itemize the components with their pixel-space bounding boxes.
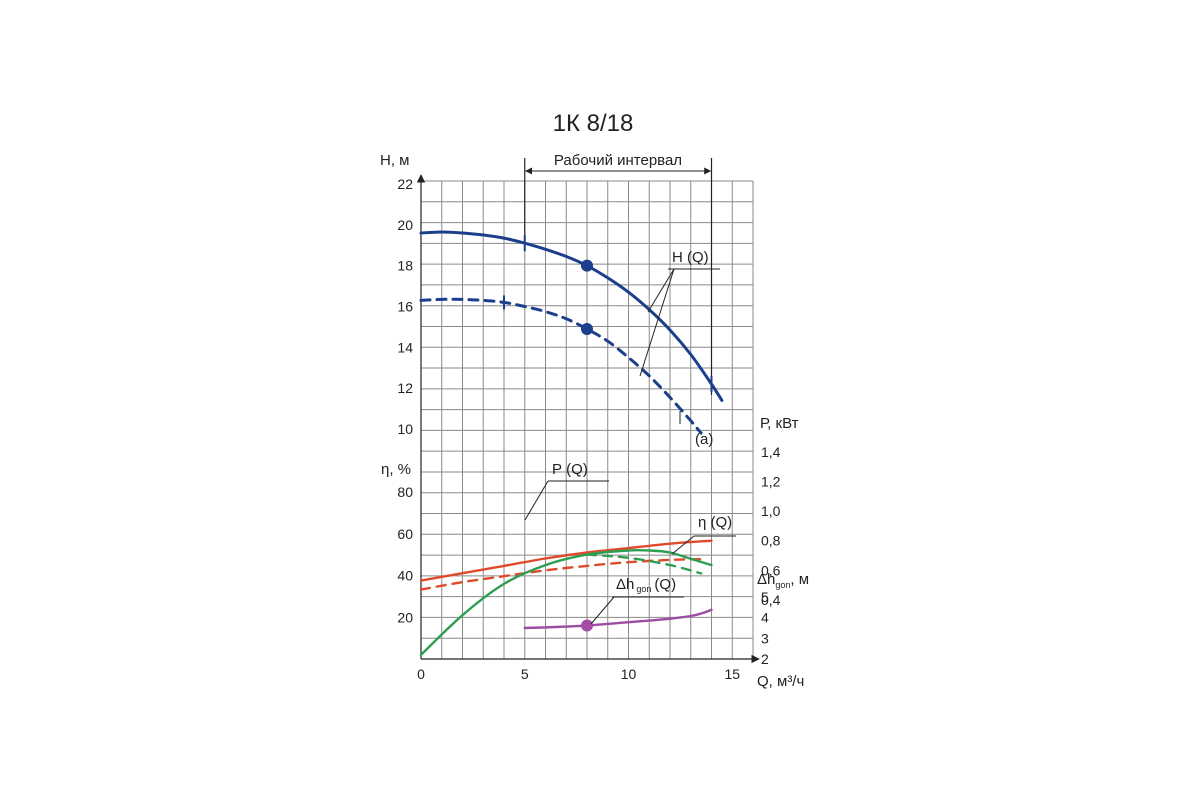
operating-points [581, 259, 593, 632]
annotations: Н (Q) (a) Р (Q) η (Q) Δh gon (Q) [524, 249, 736, 625]
axes [416, 158, 760, 664]
dh-leader [590, 596, 615, 625]
a-annotation-label: (a) [695, 431, 713, 448]
h-tick-label: 16 [397, 299, 413, 315]
eta-leader [671, 535, 695, 555]
h-tick-label: 20 [397, 217, 413, 233]
p-tick-label: 0,4 [761, 592, 781, 608]
tick-labels: 0 5 10 15 10 12 14 16 18 20 22 20 40 60 80 0,4 0,6 0,8 1,0… [397, 176, 780, 682]
p-tick-label: 1,4 [761, 444, 781, 460]
h-curve-dashed [419, 297, 703, 435]
p-curve-label: Р (Q) [552, 461, 588, 478]
dh-axis-label-sub: gon [775, 580, 790, 590]
h-tick-label: 18 [397, 258, 413, 274]
x-tick-label: 5 [521, 666, 529, 682]
dh-label-main: Δh [616, 576, 634, 593]
h-curve [419, 230, 724, 402]
dh-label-sub: gon [636, 584, 651, 594]
p-axis-label: Р, кВт [760, 415, 799, 432]
h-tick-label: 14 [397, 339, 413, 355]
p-tick-label: 0,8 [761, 533, 781, 549]
h-axis-label: Н, м [380, 152, 409, 169]
eta-tick-label: 20 [397, 609, 413, 625]
dh-curve-label: Δh gon (Q) [616, 576, 676, 594]
eta-tick-label: 60 [397, 526, 413, 542]
dh-axis-label-suffix: , м [790, 571, 809, 588]
x-tick-label: 0 [417, 666, 425, 682]
eta-tick-label: 40 [397, 568, 413, 584]
p-tick-label: 0,6 [761, 562, 781, 578]
h-leader-dashed [639, 268, 675, 377]
x-tick-label: 10 [621, 666, 637, 682]
h-tick-label: 22 [397, 176, 413, 192]
h-leader-solid [647, 268, 675, 313]
curves [419, 230, 724, 656]
eta-curve-dashed [585, 553, 703, 575]
eta-curve [419, 548, 713, 656]
working-range-label: Рабочий интервал [554, 152, 682, 169]
p-tick-label: 1,2 [761, 474, 781, 490]
x-axis-label: Q, м³/ч [757, 673, 804, 690]
dh-tick-label: 4 [761, 610, 769, 626]
operating-point [581, 619, 593, 632]
dh-axis-label: Δhgon, м [757, 571, 809, 590]
h-tick-label: 10 [397, 421, 413, 437]
x-tick-label: 15 [724, 666, 740, 682]
h-curve-label: Н (Q) [672, 249, 709, 266]
chart-title: 1К 8/18 [553, 110, 634, 137]
dh-curve [523, 608, 713, 630]
dh-label-suffix: (Q) [654, 576, 676, 593]
dh-axis-label-main: Δh [757, 571, 775, 588]
eta-curve-label: η (Q) [698, 514, 732, 531]
dh-tick-label: 5 [761, 589, 769, 605]
operating-point [581, 259, 593, 272]
p-curve-dashed [419, 558, 703, 591]
dh-tick-label: 3 [761, 630, 769, 646]
p-tick-label: 1,0 [761, 503, 781, 519]
dh-tick-label: 2 [761, 651, 769, 667]
p-curve [419, 539, 713, 582]
h-tick-label: 12 [397, 380, 413, 396]
eta-tick-label: 80 [397, 484, 413, 500]
operating-point [581, 322, 593, 335]
p-leader [524, 480, 549, 521]
eta-axis-label: η, % [381, 461, 411, 478]
